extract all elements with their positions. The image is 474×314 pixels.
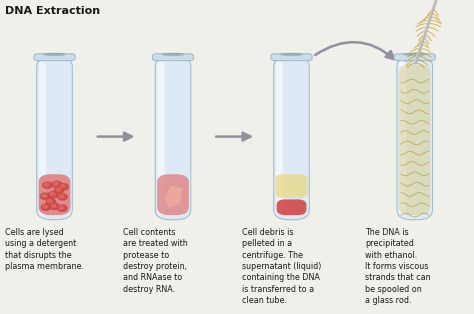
- Circle shape: [59, 206, 64, 209]
- FancyBboxPatch shape: [157, 61, 164, 215]
- Circle shape: [51, 204, 56, 207]
- Circle shape: [50, 203, 59, 209]
- FancyBboxPatch shape: [34, 54, 75, 61]
- Circle shape: [56, 188, 61, 191]
- FancyBboxPatch shape: [394, 54, 435, 61]
- Text: Cells are lysed
using a detergent
that disrupts the
plasma membrane.: Cells are lysed using a detergent that d…: [5, 228, 84, 271]
- FancyBboxPatch shape: [399, 61, 406, 215]
- FancyBboxPatch shape: [37, 57, 72, 220]
- FancyBboxPatch shape: [276, 174, 307, 198]
- Circle shape: [59, 184, 68, 190]
- FancyBboxPatch shape: [39, 174, 71, 215]
- Ellipse shape: [403, 53, 426, 56]
- Circle shape: [54, 182, 58, 185]
- Ellipse shape: [280, 53, 303, 56]
- FancyBboxPatch shape: [277, 199, 306, 215]
- Circle shape: [48, 192, 58, 198]
- Circle shape: [40, 193, 50, 199]
- FancyBboxPatch shape: [276, 61, 283, 215]
- Circle shape: [52, 181, 62, 187]
- Circle shape: [46, 198, 55, 205]
- Circle shape: [42, 194, 46, 197]
- Circle shape: [41, 204, 51, 210]
- Circle shape: [44, 183, 49, 186]
- FancyBboxPatch shape: [271, 54, 312, 61]
- Circle shape: [59, 195, 64, 198]
- Circle shape: [57, 205, 67, 211]
- Ellipse shape: [43, 53, 66, 56]
- Circle shape: [43, 182, 52, 188]
- FancyBboxPatch shape: [157, 174, 189, 215]
- Ellipse shape: [162, 53, 184, 56]
- Text: Cell contents
are treated with
protease to
destroy protein,
and RNAase to
destro: Cell contents are treated with protease …: [123, 228, 188, 294]
- FancyBboxPatch shape: [39, 61, 46, 215]
- FancyBboxPatch shape: [155, 57, 191, 220]
- FancyBboxPatch shape: [397, 57, 432, 220]
- Circle shape: [43, 205, 47, 208]
- Circle shape: [60, 185, 65, 188]
- FancyBboxPatch shape: [274, 57, 309, 220]
- Text: Cell debris is
pelleted in a
centrifuge. The
supernatant (liquid)
containing the: Cell debris is pelleted in a centrifuge.…: [242, 228, 321, 305]
- FancyBboxPatch shape: [152, 54, 193, 61]
- Circle shape: [50, 192, 55, 196]
- Text: The DNA is
precipitated
with ethanol.
It forms viscous
strands that can
be spool: The DNA is precipitated with ethanol. It…: [365, 228, 430, 305]
- Circle shape: [55, 187, 64, 193]
- FancyBboxPatch shape: [399, 64, 430, 215]
- Text: DNA Extraction: DNA Extraction: [5, 6, 100, 16]
- Circle shape: [58, 194, 67, 200]
- Polygon shape: [164, 185, 182, 207]
- Circle shape: [47, 199, 52, 203]
